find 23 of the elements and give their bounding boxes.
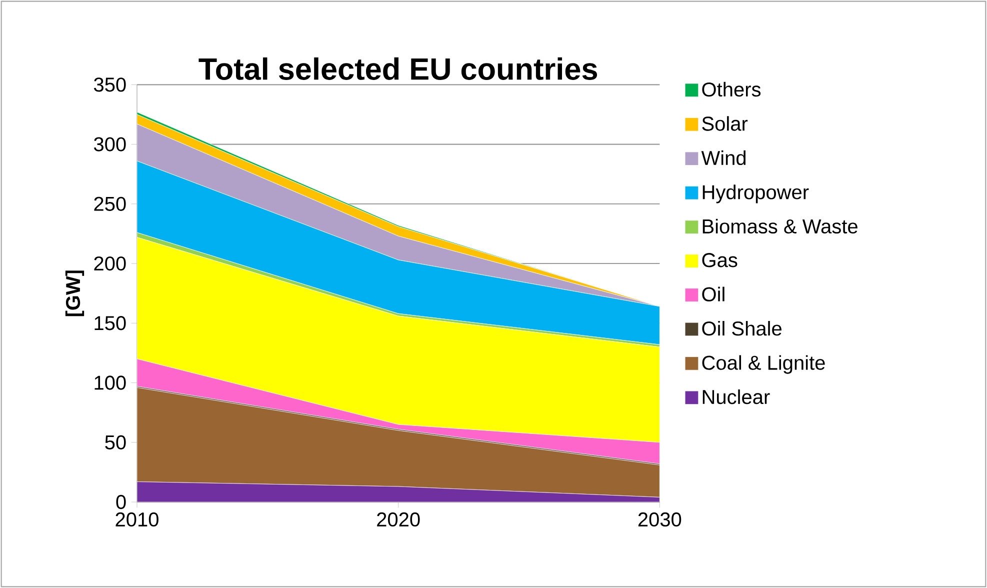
chart-title: Total selected EU countries [198, 57, 598, 80]
legend-label: Biomass & Waste [702, 218, 858, 234]
legend-label: Gas [702, 253, 738, 268]
legend-label: Others [702, 82, 761, 97]
y-tick-label: 50 [105, 435, 126, 450]
legend-label: Hydropower [702, 184, 809, 204]
y-tick-label: 250 [94, 196, 126, 211]
y-tick-label: 100 [94, 376, 126, 390]
legend-label: Wind [701, 150, 746, 166]
y-axis-title: [GW] [65, 270, 84, 316]
x-tick-label: 2030 [638, 512, 682, 527]
y-tick-label: 0 [116, 494, 126, 510]
legend-label: Oil [702, 286, 724, 302]
x-tick-label: 2020 [377, 512, 420, 527]
x-tick-label: 2010 [116, 512, 158, 527]
legend-label: Oil Shale [702, 320, 782, 336]
legend-label: Nuclear [702, 389, 770, 404]
legend-label: Coal & Lignite [702, 355, 825, 374]
legend-label: Solar [702, 116, 748, 131]
y-tick-label: 150 [94, 316, 126, 330]
y-tick-label: 300 [94, 137, 126, 152]
y-tick-label: 200 [94, 256, 126, 271]
y-tick-label: 350 [94, 78, 126, 92]
